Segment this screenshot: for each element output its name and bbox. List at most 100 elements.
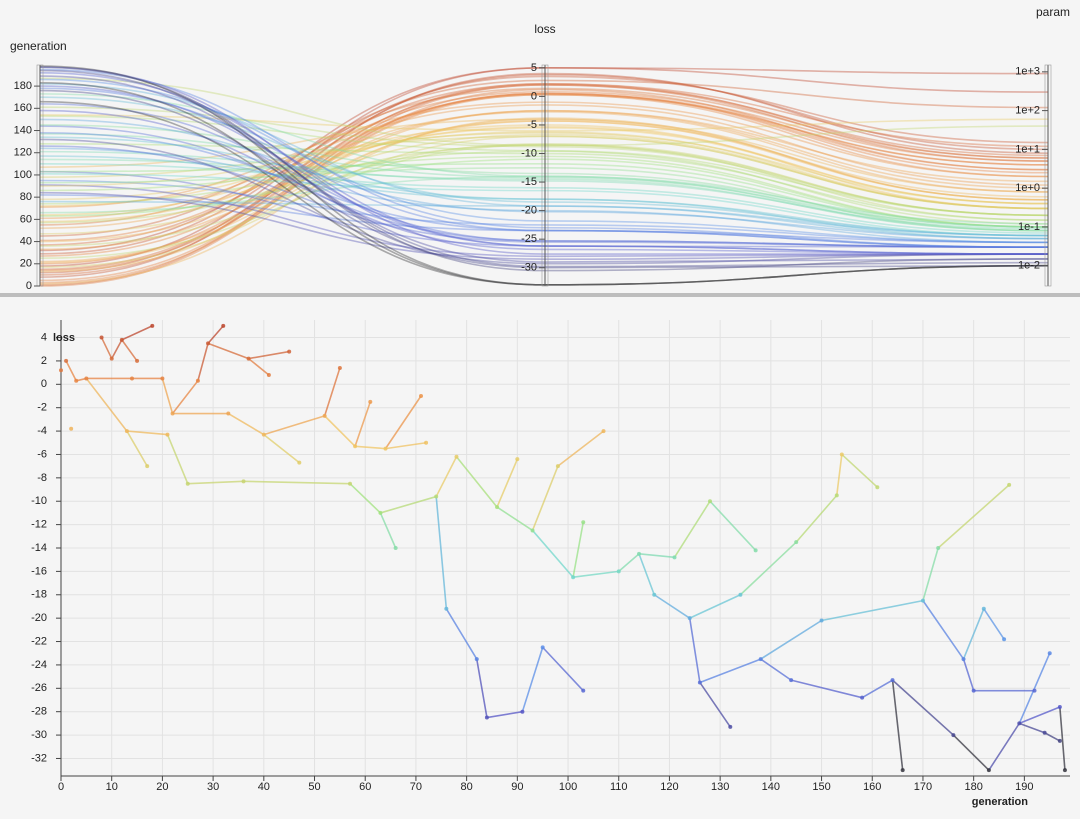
tick-label: 1e+3 [1015,66,1040,78]
axis-title: loss [534,22,555,36]
point [383,446,388,451]
point [789,678,794,683]
y-tick-label: -12 [31,519,47,531]
axis-box [541,64,549,287]
point [834,493,839,498]
lineage-edge [760,619,822,660]
point [1032,688,1037,693]
lineage-edge [126,430,168,436]
point [495,505,500,510]
point [890,678,895,683]
point [474,657,479,662]
tick-label: 1e+1 [1015,143,1040,155]
data-line [39,87,1049,226]
x-tick-label: 190 [1015,781,1033,793]
x-tick-label: 90 [511,781,523,793]
lineage-edge [531,529,574,578]
point [920,598,925,603]
tick-label: 1e+0 [1015,182,1040,194]
lineage-edge [475,658,488,718]
data-line [39,85,1049,255]
lineage-edge [207,342,249,360]
y-tick-label: -10 [31,495,47,507]
lineage-edge [126,430,148,467]
data-line [39,83,1049,237]
point [540,645,545,650]
point [581,688,586,693]
point [753,548,758,553]
point [981,606,986,611]
point [424,440,429,445]
point [297,460,302,465]
data-line [39,103,1049,249]
point [1047,651,1052,656]
x-tick-label: 130 [711,781,729,793]
point [697,680,702,685]
x-tick-label: 150 [812,781,830,793]
y-tick-label: 4 [41,331,47,343]
lineage-edge [922,600,965,660]
lineage-edge [835,454,843,496]
y-tick-label: -30 [31,729,47,741]
x-tick-label: 50 [308,781,320,793]
data-line [39,109,1049,263]
lineage-edge [709,500,757,551]
point [1062,768,1067,773]
y-tick-label: -14 [31,542,47,554]
data-line [39,66,1049,255]
point [672,555,677,560]
point [530,528,535,533]
data-line [39,87,1049,249]
x-tick-label: 140 [762,781,780,793]
lineage-edge [699,658,761,684]
x-tick-label: 40 [258,781,270,793]
data-line [39,81,1049,286]
lineage-edge [161,378,174,414]
point [337,365,342,370]
data-line [39,71,1049,255]
data-line [39,93,1049,257]
data-line [39,79,1049,237]
lineage-edge [1018,706,1061,725]
point [150,323,155,328]
data-line [39,125,1049,249]
lineage-edge [962,608,985,660]
point [484,715,489,720]
y-tick-label: -32 [31,752,47,764]
tick-label: 5 [531,62,537,74]
data-line [39,88,1049,287]
lineage-edge [248,350,290,360]
x-tick-label: 70 [410,781,422,793]
point [794,540,799,545]
point [951,733,956,738]
lineage-edge [355,445,386,450]
lineage-edge [821,599,924,622]
tick-label: 0 [531,90,537,102]
point [368,399,373,404]
lineage-edge [496,506,533,532]
y-tick-label: -20 [31,612,47,624]
lineage-edge [435,496,448,609]
lineage-edge [111,339,123,359]
data-line [39,84,1049,271]
point [99,335,104,340]
data-line [39,66,1049,272]
point [986,768,991,773]
data-line [39,131,1049,244]
point [353,444,358,449]
data-line [39,83,1049,276]
tick-label: 120 [14,147,32,159]
point [129,376,134,381]
point [555,464,560,469]
point [900,768,905,773]
point [652,592,657,597]
x-tick-label: 170 [914,781,932,793]
point [616,569,621,574]
data-line [39,68,1049,249]
lineage-edge [354,401,372,447]
y-tick-label: -22 [31,635,47,647]
lineage-edge [121,325,153,341]
